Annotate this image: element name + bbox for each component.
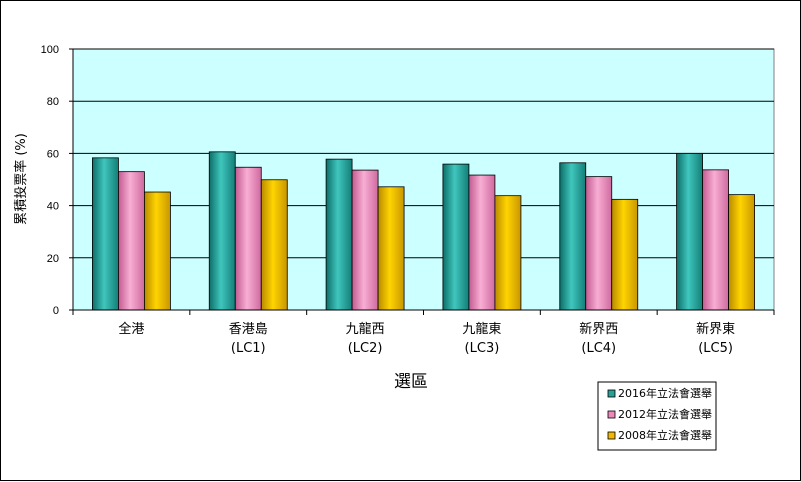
legend-swatch (607, 431, 616, 440)
category-code-label: (LC5) (698, 341, 733, 356)
y-tick-label: 20 (47, 253, 59, 265)
category-label: 香港島 (229, 322, 268, 337)
bar (702, 169, 729, 311)
category-code-label: (LC3) (465, 341, 500, 356)
legend-label: 2016年立法會選舉 (618, 386, 712, 400)
legend: 2016年立法會選舉 2012年立法會選舉 2008年立法會選舉 (597, 381, 717, 451)
category-label: 新界東 (696, 321, 735, 337)
bar (494, 195, 522, 311)
plot-area (72, 48, 775, 311)
bar (92, 157, 119, 311)
y-tick-label: 0 (53, 305, 59, 317)
legend-label: 2012年立法會選舉 (618, 407, 712, 421)
bar (585, 176, 613, 311)
bar (468, 174, 496, 311)
category-label: 九龍東 (462, 321, 501, 337)
bar (208, 151, 236, 311)
y-tick-label: 100 (41, 44, 59, 56)
y-tick-label: 60 (47, 148, 59, 160)
x-axis-label: 選區 (394, 372, 428, 392)
legend-label: 2008年立法會選舉 (618, 428, 712, 442)
y-axis-label: 累積投票率 (%) (13, 133, 29, 225)
category-label: 新界西 (579, 321, 618, 337)
bar (325, 158, 353, 311)
bar (260, 179, 288, 311)
bar (676, 152, 703, 311)
category-code-label: (LC4) (581, 341, 616, 356)
category-code-label: (LC2) (348, 341, 383, 356)
bar (118, 171, 145, 311)
legend-box (597, 381, 717, 451)
bar (611, 198, 639, 311)
bar (442, 163, 470, 311)
bar (234, 166, 262, 311)
y-tick-label: 80 (47, 96, 59, 108)
category-label: 九龍西 (346, 321, 385, 337)
category-code-label: (LC1) (231, 341, 266, 356)
category-label: 全港 (118, 321, 144, 337)
legend-swatch (607, 410, 616, 419)
bar (377, 186, 405, 311)
bar (144, 191, 171, 311)
bar (728, 194, 755, 311)
bar (351, 169, 379, 311)
legend-swatch (607, 389, 616, 398)
y-tick-label: 40 (47, 201, 59, 213)
bar (559, 162, 587, 311)
